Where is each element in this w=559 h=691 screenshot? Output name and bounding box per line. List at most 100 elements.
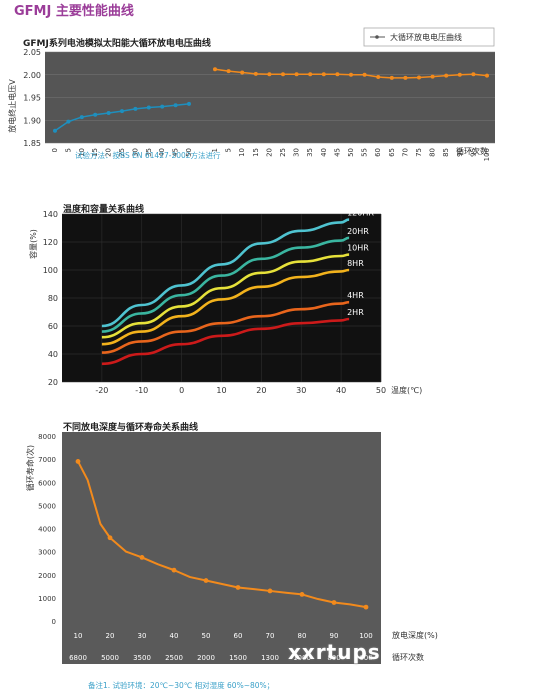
chart2-xtick-label: -10 (135, 386, 148, 395)
chart3-category-label: 30 (138, 632, 147, 640)
chart1-xtick-label: 85 (442, 148, 450, 157)
chart2-xtick-label: 10 (216, 386, 226, 395)
chart2-series-line (101, 317, 350, 366)
chart1-point (376, 75, 381, 80)
chart1-point (444, 73, 449, 78)
chart2-series-label: 8HR (347, 259, 364, 268)
chart2-series-line (101, 236, 350, 333)
chart1-point (93, 112, 98, 117)
chart1-point (430, 74, 435, 79)
chart2-series-label: 120HR (347, 209, 374, 218)
chart1-xtick-label: 0 (51, 148, 59, 152)
chart1-point (213, 67, 217, 72)
voltage-chart: 2.052.001.951.901.85 0 5 10 15 20 25 30 35 40 45 5… (7, 27, 495, 161)
chart2-ylabel: 容量(%) (28, 229, 38, 259)
chart2-ytick-label: 80 (48, 294, 58, 303)
chart3-plot-area (62, 432, 381, 664)
chart3-point (107, 535, 113, 541)
chart3-ytick-label: 1000 (38, 595, 56, 603)
chart1-point (187, 101, 191, 106)
chart1-point (417, 75, 421, 80)
chart2-ytick-label: 40 (48, 350, 58, 359)
chart1-xtick-label: 20 (105, 148, 113, 157)
chart1-xlabel: 循环次数 (456, 146, 488, 156)
chart1-ytick-label: 2.05 (23, 48, 41, 57)
chart3-category-label: 100 (359, 632, 372, 640)
chart2-xtick-label: 40 (336, 386, 346, 395)
chart2-xtick-label: 0 (179, 386, 184, 395)
chart1-point (240, 70, 245, 75)
chart1-point (308, 72, 313, 77)
chart3-category-label: 60 (234, 632, 243, 640)
chart1-point (173, 103, 178, 108)
chart2-ytick-label: 140 (43, 210, 58, 219)
chart3-ytick-label: 3000 (38, 549, 56, 557)
chart3-ytick-label: 8000 (38, 433, 56, 441)
chart2-series-line (101, 268, 350, 346)
chart2-ytick-label: 60 (48, 322, 58, 331)
chart3-ytick-label: 0 (52, 618, 56, 626)
chart1-point (133, 106, 138, 111)
chart1-xtick-label: 25 (279, 148, 287, 157)
chart3-cycle-count: 600 (359, 654, 372, 662)
chart1-point (321, 72, 326, 77)
chart1-xtick-label: 10 (78, 148, 86, 157)
chart3-category-label: 40 (170, 632, 179, 640)
chart1-xtick-label: 10 (238, 148, 246, 157)
chart3-ytick-label: 2000 (38, 572, 56, 580)
chart1-xtick-label: 35 (145, 148, 153, 157)
chart2-xtick-label: -20 (95, 386, 108, 395)
chart1-point (457, 72, 462, 77)
chart3-ytick-label: 7000 (38, 456, 56, 464)
chart1-point (294, 72, 299, 77)
chart1-xtick-label: 40 (320, 148, 328, 157)
chart1-point (160, 104, 165, 109)
chart3-cycle-count: 1300 (261, 654, 279, 662)
chart3-cycle-count: 800 (327, 654, 340, 662)
chart1-xtick-label: 65 (388, 148, 396, 157)
chart3-point (299, 592, 305, 597)
chart1-point (362, 72, 367, 77)
chart1-legend-marker (375, 35, 379, 39)
chart3-row-label: 循环次数 (392, 652, 424, 662)
page-title: GFMJ 主要性能曲线 (14, 4, 134, 19)
chart1-xtick-label: 95 (469, 148, 477, 157)
capacity-chart: 140 120 100 80 60 40 20 -20 -10 0 10 20 30 40 50 120H… (28, 209, 422, 395)
chart1-xtick-label: 70 (401, 148, 409, 157)
chart2-ytick-label: 20 (48, 378, 58, 387)
chart1-xtick-label: 90 (456, 148, 464, 157)
chart1-xtick-label: 60 (374, 148, 382, 157)
chart1-xtick-label: 1 (211, 148, 219, 152)
chart1-title: GFMJ系列电池模拟太阳能大循环放电电压曲线 (23, 39, 211, 49)
chart1-ytick-label: 1.90 (23, 116, 41, 125)
chart1-point (267, 72, 272, 77)
chart2-series-line (101, 253, 350, 339)
chart2-xtick-label: 20 (256, 386, 266, 395)
chart1-point (335, 72, 340, 77)
chart1-point (53, 128, 57, 133)
chart1-point (349, 72, 353, 77)
chart3-point (203, 578, 209, 583)
chart2-series-label: 4HR (347, 291, 364, 300)
chart1-xtick-label: 45 (333, 148, 341, 157)
chart3-cycle-count: 3500 (133, 654, 151, 662)
chart1-ytick-label: 1.85 (23, 139, 41, 148)
chart1-point (120, 109, 124, 114)
chart1-point (471, 72, 476, 77)
chart2-series-line (101, 218, 350, 328)
chart1-point (389, 75, 394, 80)
chart1-xtick-label: 5 (225, 148, 233, 152)
chart3-category-label: 20 (106, 632, 115, 640)
chart1-ytick-label: 2.00 (23, 71, 41, 80)
chart1-xtick-label: 55 (361, 148, 369, 157)
chart2-xtick-label: 30 (296, 386, 306, 395)
chart3-point (267, 588, 273, 594)
chart3-category-label: 50 (202, 632, 211, 640)
chart1-point (403, 75, 408, 80)
chart1-ylabel: 放电终止电压V (7, 79, 17, 133)
chart1-xtick-label: 15 (91, 148, 99, 157)
chart3-cycle-count: 2000 (197, 654, 215, 662)
chart3-point (75, 459, 81, 464)
chart1-xtick-label: 30 (131, 148, 139, 157)
chart3-point (171, 567, 177, 573)
